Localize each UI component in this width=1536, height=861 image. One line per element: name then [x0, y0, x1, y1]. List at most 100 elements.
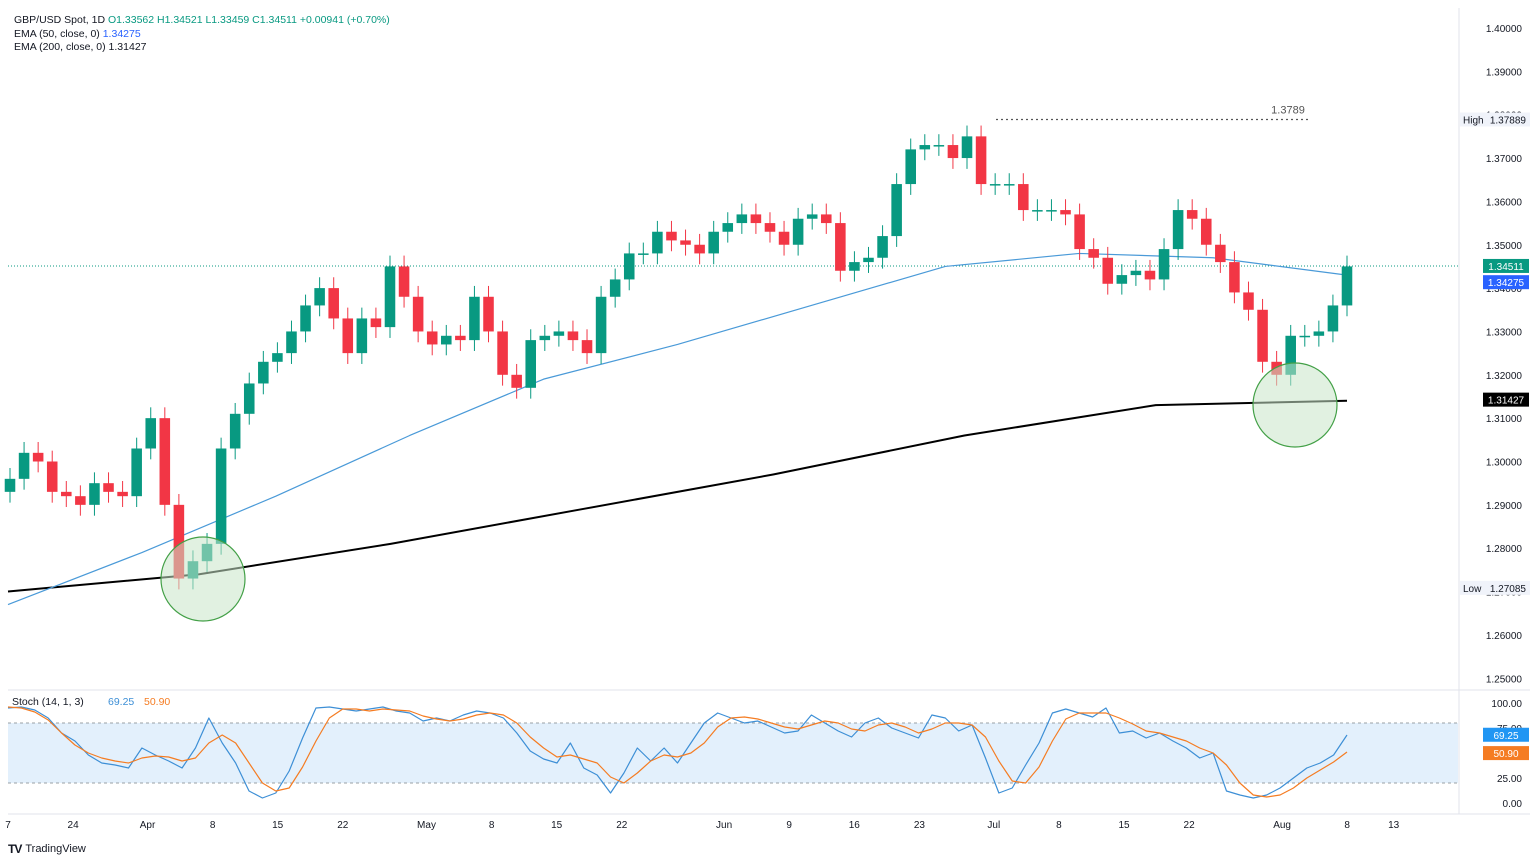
candle-body	[89, 483, 100, 505]
stoch-band	[8, 723, 1458, 783]
candle-body	[778, 231, 790, 245]
candle-body	[300, 305, 311, 332]
tradingview-logo[interactable]: TV TradingView	[8, 842, 86, 856]
ema50-line	[7, 252, 1348, 606]
high-tag: 1.37889	[1490, 116, 1527, 127]
candle-body	[961, 136, 973, 159]
low-tag: 1.27085	[1490, 584, 1527, 595]
support-circle-august	[1252, 362, 1338, 448]
stoch-k-legend-value: 69.25	[108, 696, 134, 708]
candle-body	[497, 331, 508, 375]
candle-body	[877, 236, 888, 258]
candle-body	[173, 504, 185, 579]
ema50-label: EMA (50, close, 0)	[14, 28, 100, 40]
candle-body	[215, 448, 227, 544]
candle-body	[455, 335, 466, 341]
price-tick-label: 1.28000	[1486, 544, 1523, 555]
candle-body	[975, 136, 987, 185]
candle-body	[4, 478, 16, 492]
candle-body	[1032, 210, 1043, 212]
stoch-d-tag-bg	[1483, 746, 1529, 761]
ohlc-readout: O1.33562 H1.34521 L1.33459 C1.34511 +0.0…	[107, 14, 390, 26]
candle-body	[1060, 210, 1071, 215]
candle-body	[18, 452, 30, 479]
stoch-tick-label: 100.00	[1491, 699, 1522, 710]
price-tick-label: 1.29000	[1486, 501, 1523, 512]
candle-body	[891, 184, 902, 237]
price-tick-label: 1.40000	[1486, 24, 1523, 35]
time-tick-label: 24	[68, 820, 80, 831]
time-tick-label: May	[417, 820, 436, 831]
low-tag-label: Low	[1463, 584, 1482, 595]
candle-body	[1046, 210, 1057, 212]
candle-body	[638, 253, 649, 255]
ema50-tag: 1.34275	[1488, 278, 1525, 289]
candle-body	[933, 145, 945, 147]
candle-body	[131, 448, 142, 497]
candle-body	[694, 244, 705, 254]
candle-body	[145, 418, 157, 449]
candle-body	[243, 383, 255, 414]
candle-body	[441, 335, 452, 345]
candle-body	[314, 288, 325, 306]
candle-body	[46, 461, 58, 492]
candle-body	[736, 214, 748, 224]
candle-body	[384, 266, 396, 328]
time-tick-label: 16	[849, 820, 861, 831]
time-tick-label: 23	[914, 820, 926, 831]
candle-body	[835, 223, 846, 271]
price-tick-label: 1.31000	[1486, 414, 1523, 425]
ema50-legend-value: 1.34275	[102, 28, 141, 40]
candle-body	[356, 318, 368, 354]
candle-body	[792, 218, 804, 245]
candle-body	[1229, 262, 1240, 293]
stoch-d-line	[7, 706, 1348, 798]
tradingview-mark-icon: TV	[8, 842, 22, 856]
ema200-tag: 1.31427	[1488, 396, 1525, 407]
stoch-title: Stoch (14, 1, 3)	[12, 696, 84, 708]
time-tick-label: 8	[1344, 820, 1350, 831]
stoch-d-tag: 50.90	[1493, 749, 1518, 760]
candle-body	[849, 262, 860, 271]
candle-body	[286, 331, 297, 354]
time-tick-label: Apr	[140, 820, 156, 831]
time-tick-label: 22	[616, 820, 628, 831]
candle-body	[623, 253, 635, 280]
candle-body	[722, 223, 734, 232]
candle-body	[370, 318, 382, 328]
candle-body	[708, 231, 719, 254]
candle-body	[947, 145, 959, 159]
candle-body	[103, 483, 114, 492]
time-tick-label: 7	[5, 820, 11, 831]
high-tag-bg	[1460, 112, 1530, 127]
candle-body	[1074, 214, 1085, 250]
last-price-tag-bg	[1483, 258, 1529, 273]
candle-body	[1116, 275, 1128, 284]
stoch-k-tag-bg	[1483, 727, 1529, 742]
symbol-legend: GBP/USD Spot, 1D O1.33562 H1.34521 L1.33…	[14, 14, 390, 26]
candle-body	[525, 340, 537, 388]
candle-body	[764, 223, 776, 232]
candle-body	[652, 231, 663, 254]
candle-body	[919, 145, 931, 150]
logo-text: TradingView	[25, 843, 86, 855]
candle-body	[666, 231, 677, 241]
candle-body	[1130, 270, 1142, 276]
time-tick-label: 15	[551, 820, 563, 831]
price-tick-label: 1.26000	[1486, 631, 1523, 642]
candle-body	[863, 257, 874, 263]
ema200-label: EMA (200, close, 0)	[14, 41, 106, 53]
low-tag-bg	[1460, 580, 1530, 595]
candle-body	[989, 184, 1001, 186]
candle-body	[75, 496, 86, 505]
time-tick-label: 8	[489, 820, 495, 831]
candle-body	[680, 240, 691, 245]
time-tick-label: 15	[1118, 820, 1130, 831]
candle-body	[398, 266, 410, 297]
candle-body	[61, 491, 72, 497]
price-tick-label: 1.25000	[1486, 674, 1523, 685]
candle-body	[1313, 331, 1325, 336]
time-tick-label: 13	[1388, 820, 1400, 831]
time-tick-label: Aug	[1273, 820, 1291, 831]
